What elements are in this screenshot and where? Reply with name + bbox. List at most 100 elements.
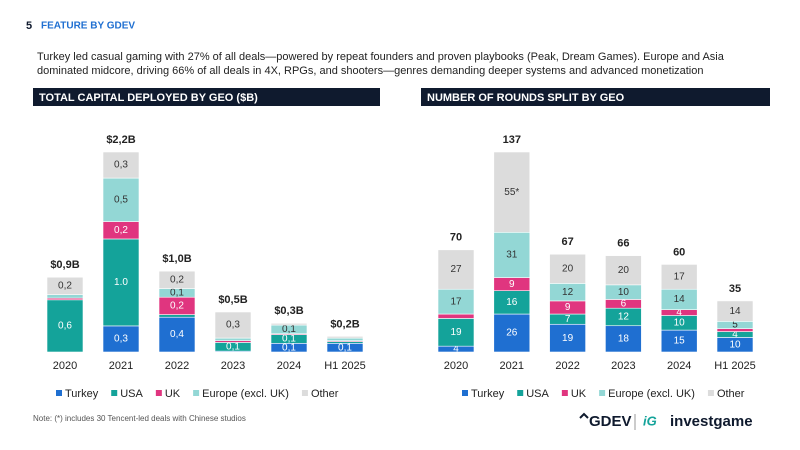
bar-segment — [102, 177, 140, 222]
total-label: $1,0B — [162, 253, 191, 265]
x-tick-label: 2020 — [53, 360, 77, 372]
legend-swatch — [599, 390, 606, 396]
section-title: FEATURE BY GDEV — [41, 21, 135, 32]
x-tick-label: 2021 — [109, 360, 133, 372]
legend-label: Other — [311, 388, 339, 400]
bar-segment — [158, 316, 196, 353]
legend-swatch — [193, 390, 200, 396]
legend-label: Other — [717, 388, 745, 400]
data-label: 14 — [729, 306, 741, 317]
legend-swatch — [56, 390, 62, 396]
data-label: 5 — [732, 320, 738, 331]
data-label: 0,3 — [114, 160, 128, 171]
data-label: 0,3 — [226, 320, 240, 331]
legend-swatch — [155, 390, 162, 396]
data-label: 19 — [562, 333, 574, 344]
bar-segment — [437, 288, 475, 315]
logo: investgame — [670, 413, 753, 430]
bar-segment — [46, 294, 84, 299]
data-label: 4 — [453, 344, 459, 355]
bar-segment — [46, 276, 84, 295]
legend-label: Turkey — [65, 388, 99, 400]
data-label: 10 — [729, 339, 741, 350]
total-label: $0,5B — [218, 294, 247, 306]
total-label: $0,2B — [330, 318, 359, 330]
note: Note: (*) includes 30 Tencent-led deals … — [33, 414, 246, 423]
data-label: 10 — [674, 317, 686, 328]
gdev-mark — [579, 412, 589, 419]
data-label: 0,1 — [338, 342, 352, 353]
data-label: 0,3 — [114, 334, 128, 345]
data-label: 55* — [504, 187, 519, 198]
data-label: 20 — [618, 265, 630, 276]
bar-segment — [158, 314, 196, 318]
x-tick-label: 2022 — [165, 360, 189, 372]
data-label: 0,6 — [58, 321, 72, 332]
chart-header-bar — [421, 88, 770, 106]
data-label: 0,2 — [170, 274, 184, 285]
data-label: 0,2 — [58, 281, 72, 292]
bar-segment — [46, 299, 84, 353]
legend-label: USA — [526, 388, 549, 400]
bar-segment — [214, 311, 252, 339]
ig-icon: iG — [643, 413, 657, 428]
legend-label: UK — [165, 388, 181, 400]
total-label: 70 — [450, 232, 462, 244]
data-label: 0,1 — [226, 341, 240, 352]
data-label: 9 — [509, 279, 515, 290]
bar-segment — [102, 151, 140, 179]
data-label: 19 — [450, 327, 462, 338]
bar-segment — [605, 255, 642, 286]
bar-segment — [437, 313, 475, 319]
data-label: 15 — [674, 336, 686, 347]
bar-segment — [326, 336, 364, 339]
data-label: 9 — [565, 302, 571, 313]
bar-segment — [102, 325, 140, 353]
data-label: 0,1 — [282, 324, 296, 335]
legend-label: Europe (excl. UK) — [202, 388, 289, 400]
bar-segment — [214, 337, 252, 341]
data-label: 0,2 — [170, 301, 184, 312]
data-label: 0,2 — [114, 225, 128, 236]
intro-line: Turkey led casual gaming with 27% of all… — [37, 51, 725, 63]
data-label: 26 — [506, 328, 518, 339]
data-label: 18 — [618, 334, 630, 345]
bar-segment — [102, 238, 140, 327]
data-label: 17 — [674, 271, 686, 282]
data-label: 10 — [618, 287, 630, 298]
bar-segment — [158, 270, 196, 289]
bar-segment — [605, 325, 642, 353]
bar-segment — [437, 249, 475, 290]
chart-title: TOTAL CAPITAL DEPLOYED BY GEO ($B) — [39, 92, 258, 104]
data-label: 0,1 — [170, 288, 184, 299]
x-tick-label: 2022 — [555, 360, 579, 372]
legend-label: USA — [120, 388, 143, 400]
chart-title: NUMBER OF ROUNDS SPLIT BY GEO — [427, 92, 625, 104]
page-number: 5 — [26, 20, 32, 32]
data-label: 6 — [621, 298, 627, 309]
bar-segment — [493, 231, 531, 278]
bar-segment — [326, 337, 364, 341]
legend-swatch — [707, 390, 714, 396]
data-label: 17 — [450, 296, 462, 307]
data-label: 0,4 — [170, 329, 184, 340]
total-label: $2,2B — [106, 134, 135, 146]
legend-swatch — [561, 390, 568, 396]
legend-swatch — [111, 390, 118, 396]
x-tick-label: 2021 — [500, 360, 524, 372]
legend-swatch — [462, 390, 468, 396]
data-label: 0,1 — [282, 342, 296, 353]
data-label: 1.0 — [114, 277, 128, 288]
x-tick-label: H1 2025 — [714, 360, 756, 372]
legend-swatch — [517, 390, 524, 396]
x-tick-label: 2024 — [667, 360, 691, 372]
data-label: 4 — [676, 307, 682, 318]
legend-label: Europe (excl. UK) — [608, 388, 695, 400]
legend-label: Turkey — [471, 388, 505, 400]
bar-segment — [660, 264, 698, 290]
total-label: 66 — [617, 238, 629, 250]
data-label: 14 — [674, 294, 686, 305]
legend-swatch — [301, 390, 308, 396]
data-label: 31 — [506, 250, 518, 261]
